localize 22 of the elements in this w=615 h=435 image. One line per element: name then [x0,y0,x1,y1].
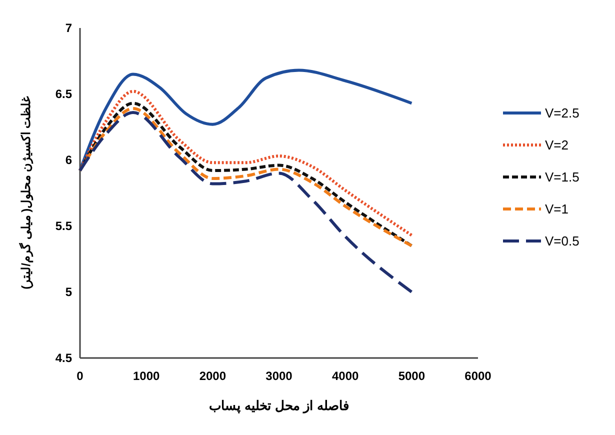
line-series [78,68,414,172]
y-tick-label: 5.5 [55,219,72,234]
legend-label: V=2.5 [545,106,580,121]
legend-label: V=1.5 [545,170,580,185]
x-tick-label: 6000 [464,369,492,383]
legend-label: V=1 [545,202,568,217]
x-tick-label: 0 [76,369,84,383]
y-tick-label: 7 [65,21,72,36]
x-tick-label: 3000 [266,369,293,383]
legend-label: V=2 [545,138,568,153]
y-tick-label: 4.5 [55,351,72,366]
y-tick-label: 5 [65,285,72,300]
y-tick-label: 6 [65,153,72,168]
x-tick-label: 4000 [332,369,360,383]
x-tick-label: 2000 [199,369,226,383]
legend-label: V=0.5 [545,234,580,249]
x-tick-label: 5000 [398,369,426,383]
y-axis-title: غلظت اکسیژن محلول( میلی گرم/لیتر) [18,96,34,290]
x-axis-title: فاصله از محل تخلیه پساب [208,398,350,414]
line-series [78,110,414,294]
x-tick-label: 1000 [132,369,160,383]
y-tick-label: 6.5 [55,87,72,102]
